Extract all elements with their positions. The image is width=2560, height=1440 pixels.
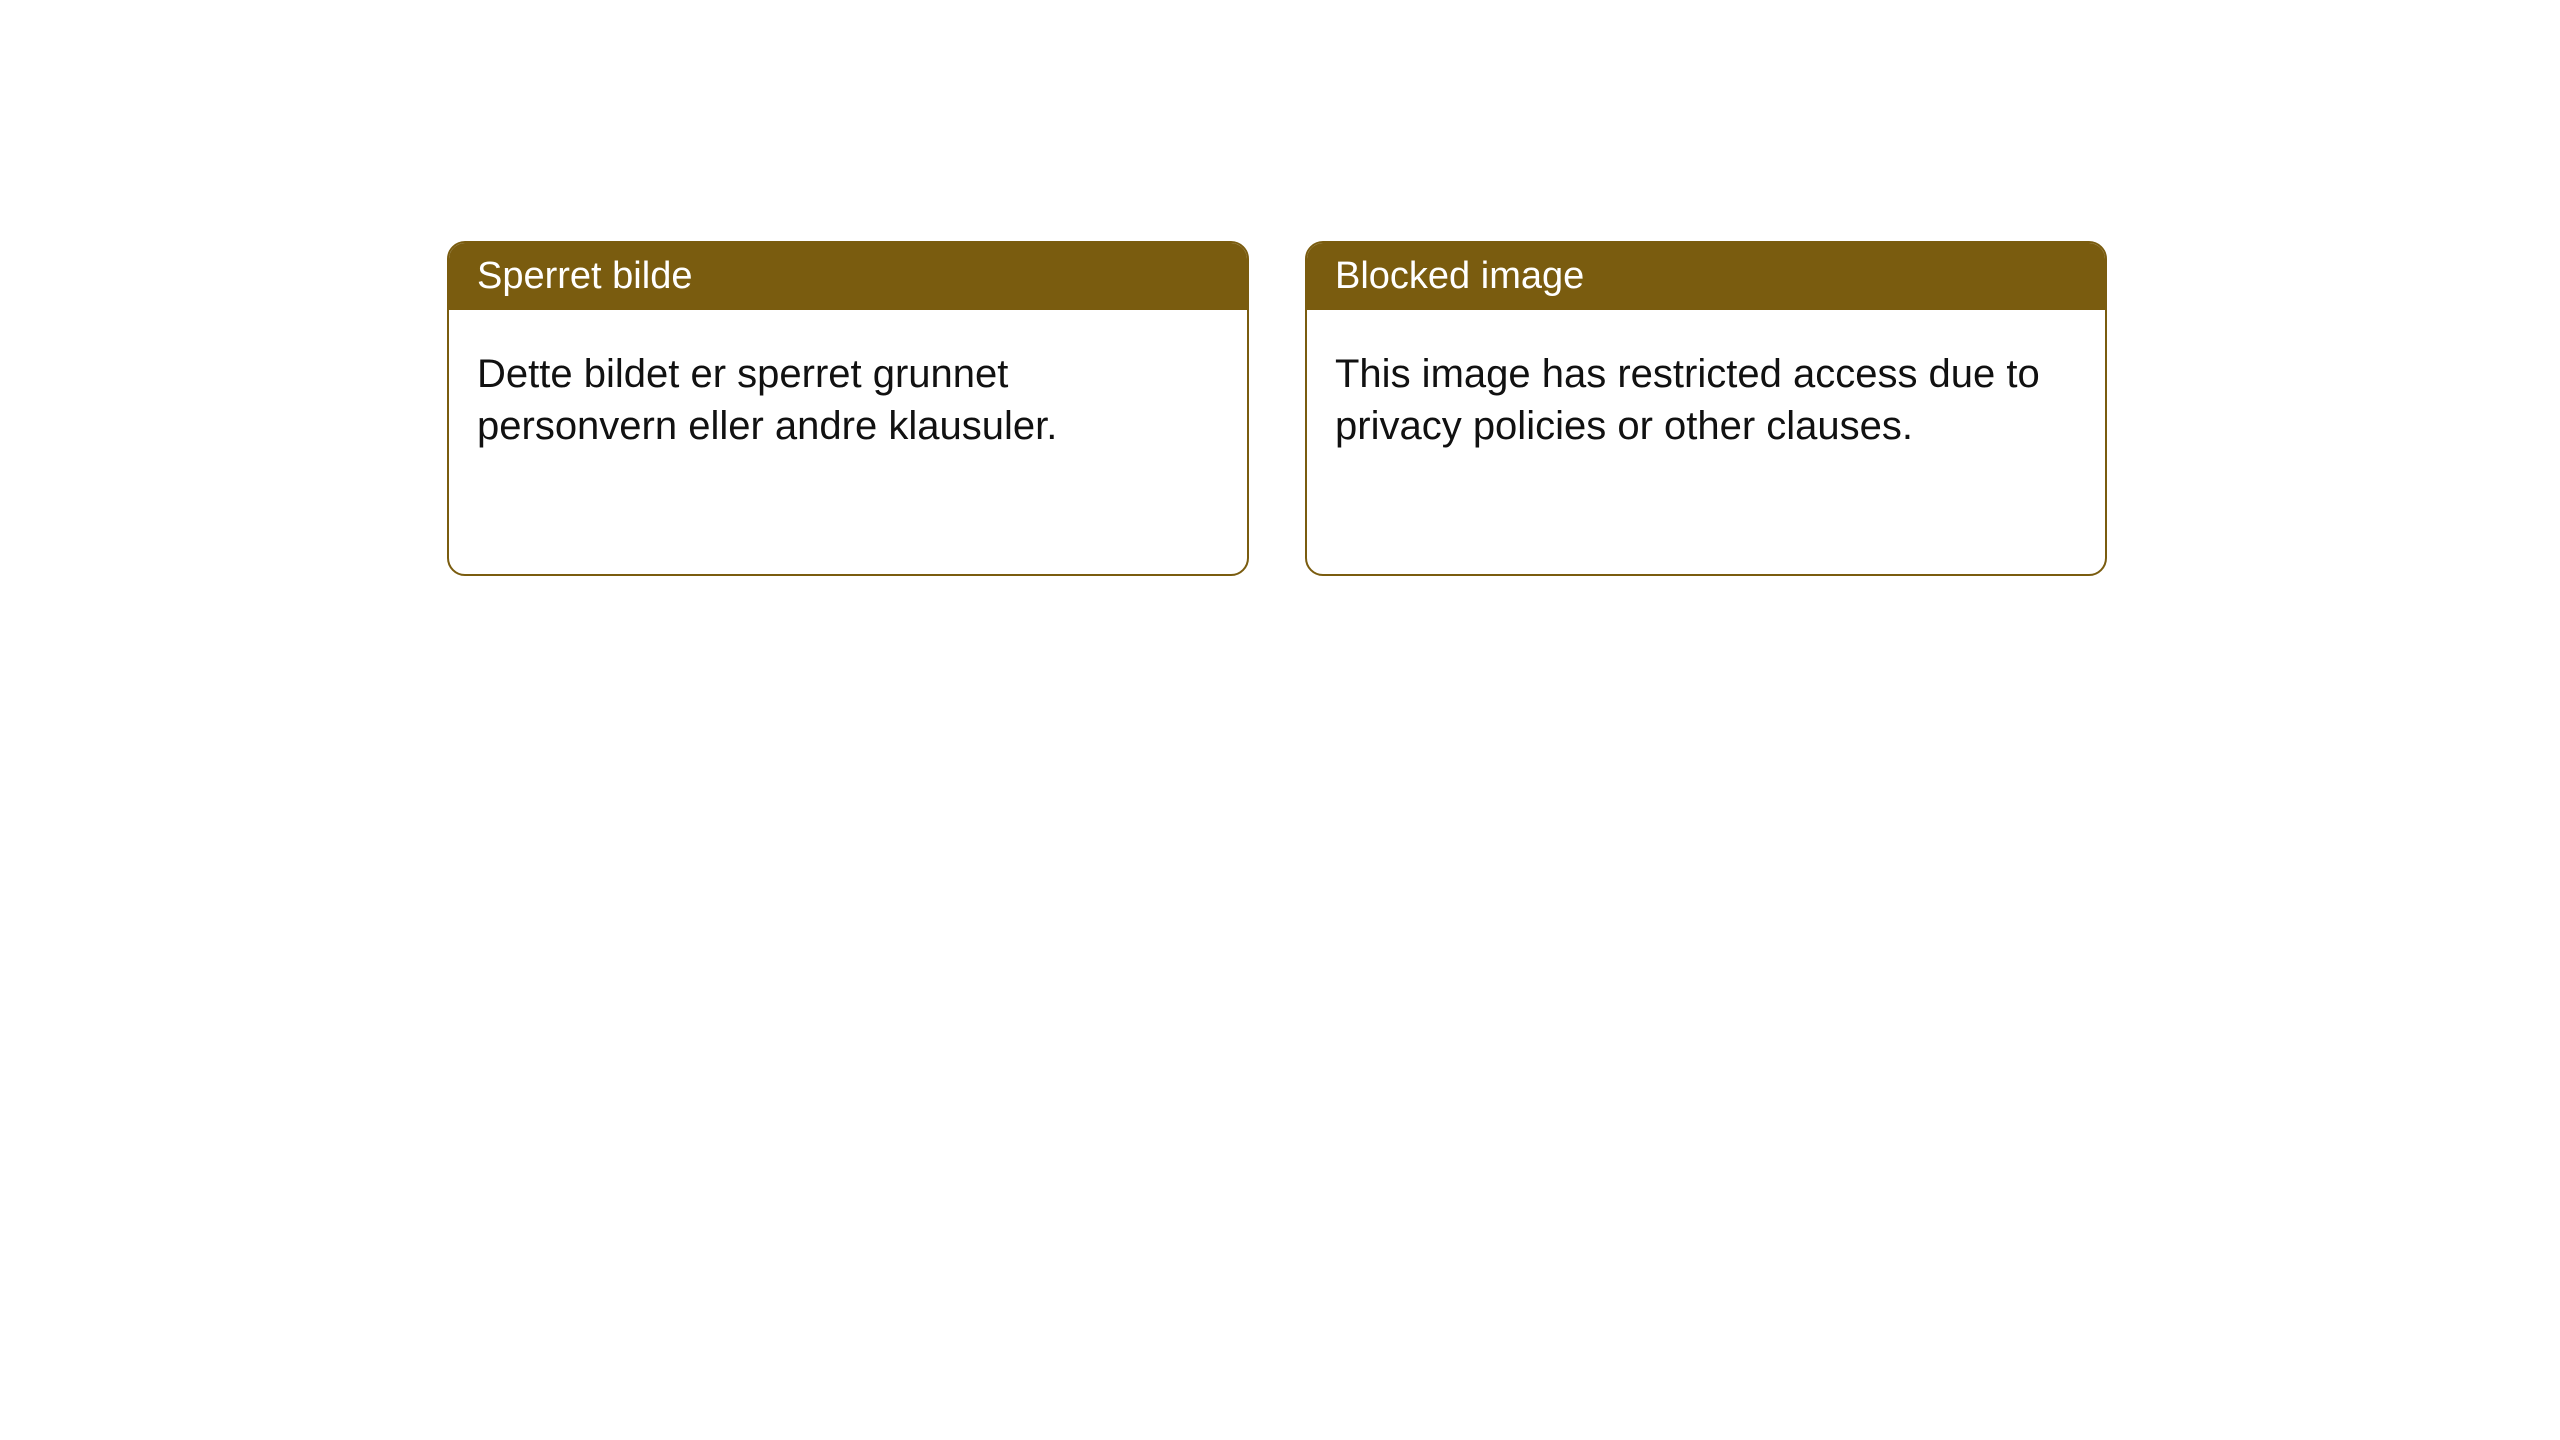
card-title: Sperret bilde xyxy=(449,243,1247,310)
notice-card-english: Blocked image This image has restricted … xyxy=(1305,241,2107,576)
card-title: Blocked image xyxy=(1307,243,2105,310)
notice-card-norwegian: Sperret bilde Dette bildet er sperret gr… xyxy=(447,241,1249,576)
notice-cards-container: Sperret bilde Dette bildet er sperret gr… xyxy=(0,0,2560,576)
card-body-text: This image has restricted access due to … xyxy=(1307,310,2105,490)
card-body-text: Dette bildet er sperret grunnet personve… xyxy=(449,310,1247,490)
